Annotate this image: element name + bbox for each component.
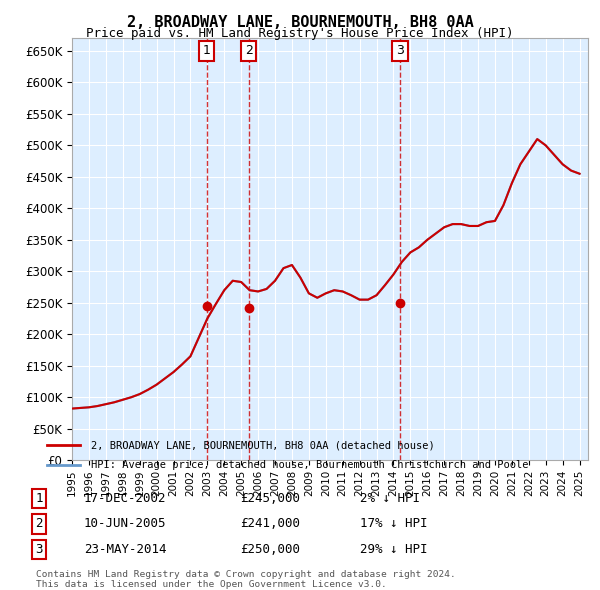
Text: 10-JUN-2005: 10-JUN-2005 [84, 517, 167, 530]
Text: 23-MAY-2014: 23-MAY-2014 [84, 543, 167, 556]
Text: 17% ↓ HPI: 17% ↓ HPI [360, 517, 427, 530]
Text: Contains HM Land Registry data © Crown copyright and database right 2024.: Contains HM Land Registry data © Crown c… [36, 569, 456, 579]
Text: Price paid vs. HM Land Registry's House Price Index (HPI): Price paid vs. HM Land Registry's House … [86, 27, 514, 40]
Text: 2: 2 [35, 517, 43, 530]
Text: 1: 1 [35, 492, 43, 505]
Text: HPI: Average price, detached house, Bournemouth Christchurch and Poole: HPI: Average price, detached house, Bour… [91, 460, 528, 470]
Text: 3: 3 [35, 543, 43, 556]
Text: 3: 3 [396, 44, 404, 57]
Text: 2, BROADWAY LANE, BOURNEMOUTH, BH8 0AA (detached house): 2, BROADWAY LANE, BOURNEMOUTH, BH8 0AA (… [91, 440, 434, 450]
Text: 2% ↓ HPI: 2% ↓ HPI [360, 492, 420, 505]
Text: This data is licensed under the Open Government Licence v3.0.: This data is licensed under the Open Gov… [36, 579, 387, 589]
Text: £241,000: £241,000 [240, 517, 300, 530]
Text: £245,000: £245,000 [240, 492, 300, 505]
Text: 17-DEC-2002: 17-DEC-2002 [84, 492, 167, 505]
Text: 1: 1 [203, 44, 211, 57]
Text: £250,000: £250,000 [240, 543, 300, 556]
Text: 29% ↓ HPI: 29% ↓ HPI [360, 543, 427, 556]
Text: 2: 2 [245, 44, 253, 57]
Text: 2, BROADWAY LANE, BOURNEMOUTH, BH8 0AA: 2, BROADWAY LANE, BOURNEMOUTH, BH8 0AA [127, 15, 473, 30]
